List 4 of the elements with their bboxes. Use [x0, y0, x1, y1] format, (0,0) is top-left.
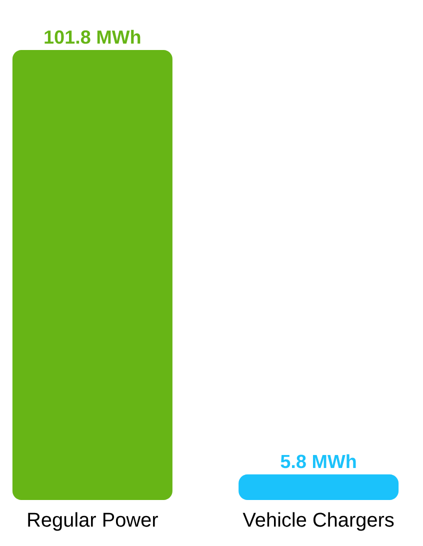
- data-label: 5.8 MWh: [280, 454, 356, 468]
- x-tick-label: Vehicle Chargers: [242, 512, 394, 531]
- data-label: 101.8 MWh: [44, 30, 140, 44]
- x-tick-label: Regular Power: [28, 512, 158, 531]
